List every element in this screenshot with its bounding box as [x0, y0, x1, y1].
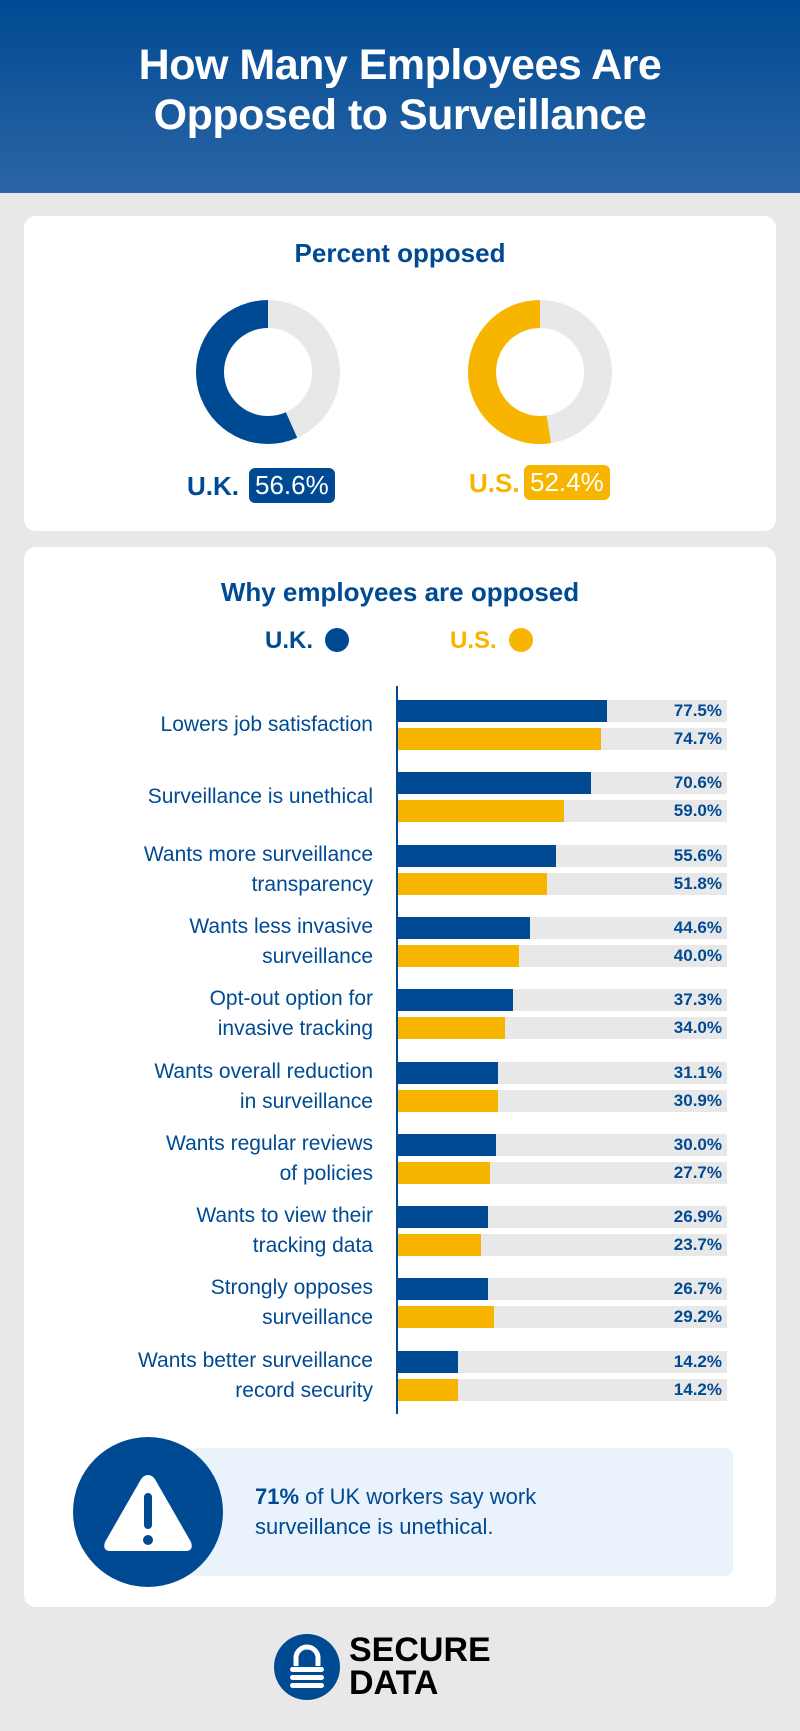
uk-value-label: 14.2%: [673, 1351, 722, 1371]
uk-value-label: 37.3%: [673, 990, 722, 1010]
us-bar: [397, 800, 564, 823]
uk-bar: [397, 1350, 459, 1373]
uk-bar: [397, 1278, 488, 1301]
us-bar: [397, 1234, 481, 1257]
uk-value-label: 77.5%: [673, 701, 722, 720]
us-value-label: 40.0%: [673, 945, 722, 965]
legend-us-dot: [509, 628, 533, 652]
legend-uk-dot: [325, 628, 349, 652]
us-donut-label: U.S.: [469, 468, 520, 498]
uk-donut-slice: [196, 300, 340, 444]
us-bar: [397, 1089, 498, 1112]
uk-bar: [397, 1133, 496, 1156]
us-percent-badge: 52.4%: [524, 465, 610, 500]
us-value-label: 74.7%: [673, 729, 722, 748]
bar-track: [397, 1350, 727, 1373]
legend-us: U.S.: [450, 627, 497, 654]
us-value-label: 34.0%: [673, 1018, 722, 1038]
us-value-label: 27.7%: [673, 1162, 722, 1182]
uk-value-label: 55.6%: [673, 845, 722, 865]
us-bar: [397, 1017, 505, 1040]
us-value-label: 51.8%: [673, 873, 722, 893]
callout-text: 71% of UK workers say work surveillance …: [255, 1484, 537, 1539]
uk-value-label: 26.7%: [673, 1279, 722, 1299]
bar-section-title: Why employees are opposed: [220, 577, 580, 607]
page-title: How Many Employees Are Opposed to Surveil…: [138, 41, 662, 139]
warning-icon: [73, 1437, 223, 1587]
category-label: Wants better surveillance record security: [138, 1348, 373, 1402]
category-label: Wants to view their tracking data: [196, 1204, 373, 1258]
uk-value-label: 70.6%: [673, 773, 722, 793]
uk-bar: [397, 772, 591, 795]
category-label: Strongly opposes surveillance: [210, 1276, 373, 1330]
uk-percent-badge: 56.6%: [249, 468, 335, 503]
legend-uk: U.K.: [265, 627, 313, 654]
category-label: Wants more surveillance transparency: [143, 842, 373, 896]
category-label: Wants overall reduction in surveillance: [154, 1059, 373, 1113]
us-value-label: 30.9%: [673, 1090, 722, 1110]
us-value-label: 23.7%: [673, 1235, 722, 1255]
logo-wordmark: SECURE DATA: [349, 1631, 491, 1702]
category-label: Opt-out option for invasive tracking: [209, 987, 373, 1041]
category-label: Surveillance is unethical: [147, 785, 373, 809]
category-label: Wants regular reviews of policies: [166, 1131, 373, 1185]
us-value-label: 29.2%: [673, 1307, 722, 1327]
header-banner: How Many Employees Are Opposed to Surveil…: [0, 0, 800, 193]
category-label: Wants less invasive surveillance: [189, 914, 373, 968]
us-value-label: 14.2%: [673, 1379, 722, 1399]
us-donut-slice: [468, 300, 612, 444]
uk-bar: [397, 844, 556, 867]
us-bar: [397, 872, 547, 895]
donut-charts: [196, 300, 612, 444]
uk-bar: [397, 916, 530, 939]
donut-section-title: Percent opposed: [294, 238, 506, 268]
us-bar: [397, 1378, 459, 1401]
uk-bar: [397, 989, 513, 1012]
bar-axis-line: [396, 686, 398, 1414]
lock-logo-icon: [274, 1634, 340, 1700]
us-bar: [397, 1306, 494, 1329]
uk-value-label: 26.9%: [673, 1207, 722, 1227]
callout-box: [189, 1448, 733, 1576]
uk-bar: [397, 1206, 489, 1229]
uk-bar: [397, 1061, 499, 1084]
uk-value-label: 30.0%: [673, 1134, 722, 1154]
us-bar: [397, 728, 601, 750]
uk-value-label: 44.6%: [673, 917, 722, 937]
us-bar: [397, 1161, 491, 1184]
us-value-label: 59.0%: [673, 801, 722, 821]
uk-donut-label: U.K.: [187, 471, 239, 501]
percent-opposed-card: Percent opposed U.K. 56.6% U.S. 52.4%: [24, 216, 776, 531]
uk-bar: [397, 700, 608, 722]
us-bar: [397, 944, 519, 967]
uk-value-label: 31.1%: [673, 1062, 722, 1082]
category-label: Lowers job satisfaction: [160, 713, 373, 736]
bar-track: [397, 1378, 727, 1401]
